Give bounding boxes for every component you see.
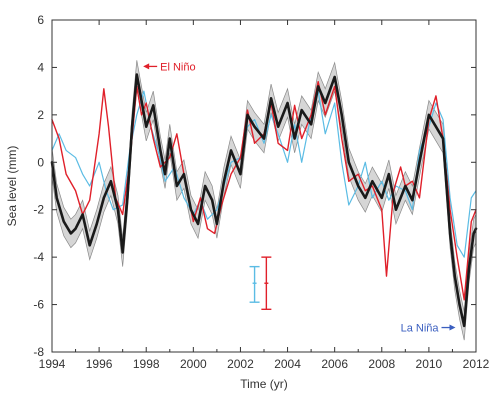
y-tick-label: 0 — [37, 155, 44, 169]
la-nina-arrow-head — [449, 324, 456, 331]
x-tick-label: 2000 — [180, 357, 207, 371]
la-nina-label: La Niña — [401, 323, 440, 335]
x-tick-label: 2008 — [368, 357, 395, 371]
y-tick-label: -4 — [33, 250, 44, 264]
el-nino-label: El Niño — [160, 61, 195, 73]
x-tick-label: 2010 — [416, 357, 443, 371]
error-bar-layer — [249, 256, 272, 311]
y-tick-label: -8 — [33, 345, 44, 359]
uncertainty-band-upper-edge-0 — [51, 60, 477, 312]
y-tick-label: 2 — [37, 108, 44, 122]
annotation-la-nina: La Niña — [401, 323, 456, 335]
blue-series-line — [51, 90, 477, 258]
error-bar-0 — [249, 265, 260, 303]
annotation-el-nino: El Niño — [143, 61, 196, 73]
y-tick-label: 6 — [37, 13, 44, 27]
el-nino-arrow-head — [143, 63, 150, 70]
x-tick-label: 2012 — [463, 357, 490, 371]
series-layer — [50, 73, 478, 328]
axis-ticks-layer: 1994 1996 1998 2000 2002 2004 2006 2008 2010 2012… — [33, 13, 489, 371]
x-tick-label: 2002 — [227, 357, 254, 371]
x-axis-label: Time (yr) — [240, 377, 288, 391]
annotation-layer: El Niño La Niña — [143, 61, 456, 335]
y-tick-label: 4 — [37, 60, 44, 74]
error-bar-1 — [261, 256, 272, 311]
x-tick-label: 1994 — [39, 357, 66, 371]
black-series-line — [50, 73, 478, 328]
x-tick-label: 2004 — [274, 357, 301, 371]
y-axis-label: Sea level (mm) — [5, 146, 19, 227]
x-tick-label: 1998 — [133, 357, 160, 371]
x-tick-label: 1996 — [86, 357, 113, 371]
uncertainty-band-lower-edge-0 — [51, 88, 477, 341]
y-tick-label: -6 — [33, 298, 44, 312]
x-tick-label: 2006 — [321, 357, 348, 371]
y-tick-label: -2 — [33, 203, 44, 217]
